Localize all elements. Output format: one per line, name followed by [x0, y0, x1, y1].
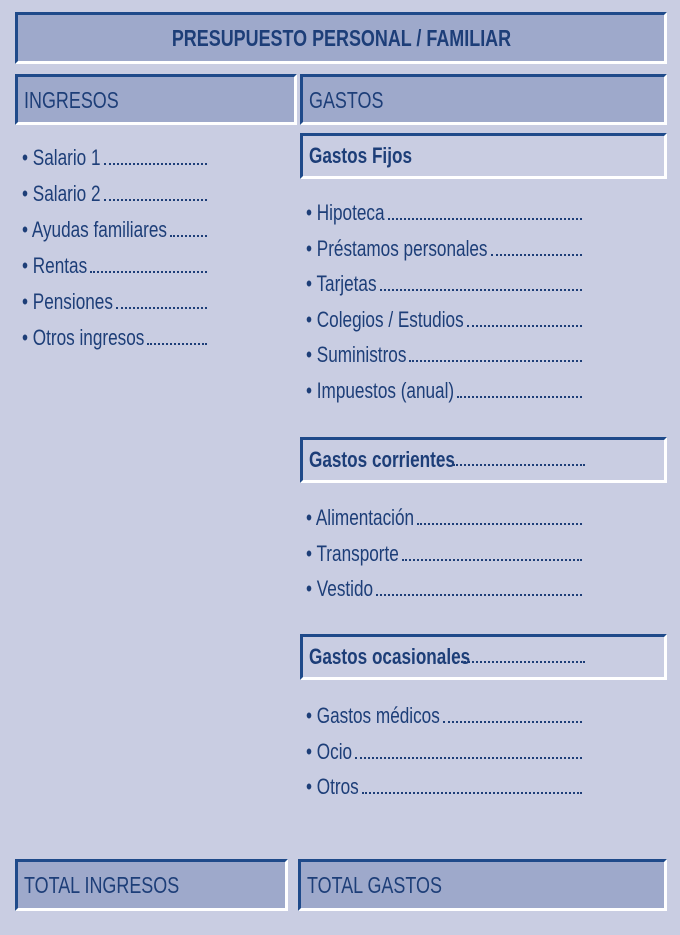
- amount-leader[interactable]: [147, 343, 207, 345]
- item-label: • Ayudas familiares: [22, 217, 167, 242]
- item-label: • Gastos médicos: [306, 703, 440, 728]
- amount-leader[interactable]: [103, 199, 207, 201]
- amount-leader[interactable]: [115, 307, 207, 309]
- list-item: • Ayudas familiares: [22, 218, 207, 242]
- amount-leader[interactable]: [466, 324, 582, 327]
- list-item: • Impuestos (anual): [306, 379, 582, 403]
- gastos-corrientes-leader[interactable]: [453, 464, 585, 466]
- title-bar: PRESUPUESTO PERSONAL / FAMILIAR: [15, 12, 667, 64]
- list-item: • Salario 2: [22, 182, 207, 206]
- total-gastos-label: TOTAL GASTOS: [307, 872, 442, 898]
- item-label: • Tarjetas: [306, 271, 377, 297]
- item-label: • Salario 1: [22, 145, 101, 170]
- amount-leader[interactable]: [442, 721, 582, 723]
- amount-leader[interactable]: [361, 792, 582, 794]
- amount-leader[interactable]: [401, 558, 582, 561]
- list-item: • Préstamos personales: [306, 235, 582, 261]
- total-ingresos-box: TOTAL INGRESOS: [15, 859, 288, 911]
- item-label: • Préstamos personales: [306, 235, 488, 261]
- gastos-header: GASTOS: [300, 74, 667, 125]
- page-title: PRESUPUESTO PERSONAL / FAMILIAR: [171, 25, 511, 51]
- amount-leader[interactable]: [417, 523, 582, 525]
- item-label: • Vestido: [306, 576, 374, 601]
- amount-leader[interactable]: [457, 396, 582, 398]
- amount-leader[interactable]: [169, 235, 207, 237]
- list-item: • Suministros: [306, 343, 582, 367]
- list-item: • Colegios / Estudios: [306, 306, 582, 332]
- list-item: • Hipoteca: [306, 201, 582, 225]
- list-item: • Rentas: [22, 254, 207, 278]
- list-item: • Salario 1: [22, 146, 207, 170]
- item-label: • Otros ingresos: [22, 325, 145, 350]
- list-item: • Tarjetas: [306, 272, 582, 296]
- item-label: • Transporte: [306, 540, 399, 566]
- list-item: • Otros ingresos: [22, 326, 207, 350]
- list-item: • Otros: [306, 775, 582, 799]
- item-label: • Pensiones: [22, 289, 113, 314]
- item-label: • Salario 2: [22, 181, 101, 206]
- ingresos-header: INGRESOS: [15, 74, 297, 125]
- amount-leader[interactable]: [379, 289, 582, 292]
- amount-leader[interactable]: [103, 163, 207, 165]
- gastos-fijos-title: Gastos Fijos: [309, 143, 412, 168]
- gastos-corrientes-header: Gastos corrientes: [300, 437, 667, 483]
- item-label: • Suministros: [306, 342, 407, 368]
- amount-leader[interactable]: [90, 271, 207, 273]
- total-gastos-box: TOTAL GASTOS: [298, 859, 667, 911]
- item-label: • Alimentación: [306, 505, 415, 530]
- item-label: • Colegios / Estudios: [306, 306, 464, 332]
- gastos-fijos-header: Gastos Fijos: [300, 133, 667, 179]
- amount-leader[interactable]: [387, 218, 582, 220]
- item-label: • Ocio: [306, 738, 353, 764]
- item-label: • Otros: [306, 774, 359, 799]
- amount-leader[interactable]: [376, 594, 582, 596]
- list-item: • Transporte: [306, 540, 582, 566]
- amount-leader[interactable]: [409, 360, 582, 363]
- gastos-title: GASTOS: [309, 86, 384, 113]
- list-item: • Vestido: [306, 577, 582, 601]
- list-item: • Gastos médicos: [306, 704, 582, 728]
- gastos-corrientes-title: Gastos corrientes: [309, 447, 455, 472]
- amount-leader[interactable]: [355, 756, 582, 759]
- list-item: • Pensiones: [22, 290, 207, 314]
- item-label: • Hipoteca: [306, 200, 385, 225]
- gastos-ocasionales-leader[interactable]: [461, 661, 585, 663]
- gastos-ocasionales-title: Gastos ocasionales: [309, 644, 471, 669]
- list-item: • Ocio: [306, 738, 582, 764]
- list-item: • Alimentación: [306, 506, 582, 530]
- gastos-ocasionales-header: Gastos ocasionales: [300, 634, 667, 680]
- item-label: • Rentas: [22, 253, 88, 278]
- ingresos-title: INGRESOS: [24, 86, 119, 113]
- amount-leader[interactable]: [490, 253, 582, 256]
- total-ingresos-label: TOTAL INGRESOS: [24, 872, 180, 898]
- item-label: • Impuestos (anual): [306, 378, 455, 403]
